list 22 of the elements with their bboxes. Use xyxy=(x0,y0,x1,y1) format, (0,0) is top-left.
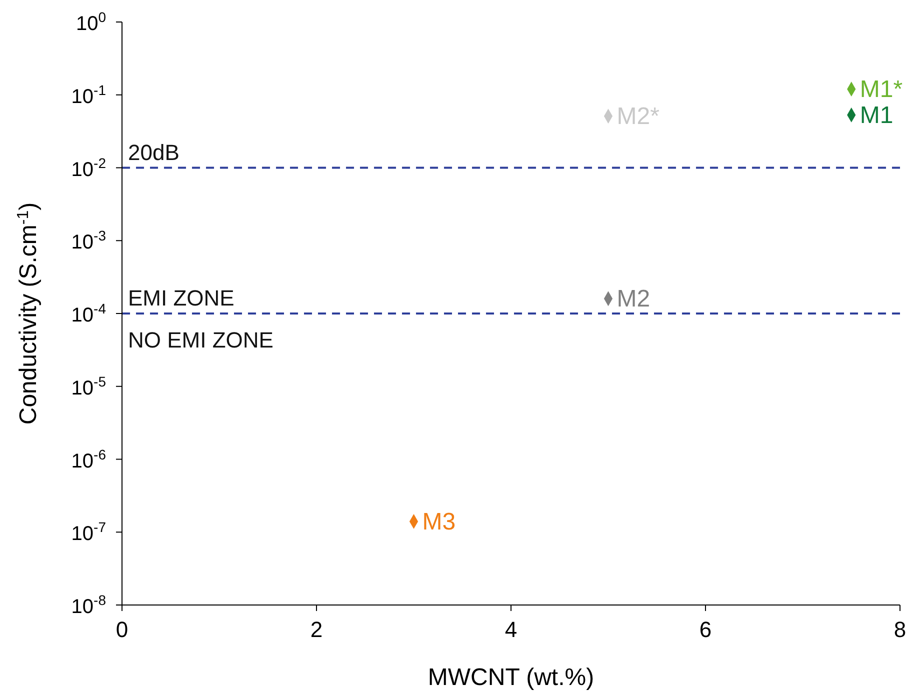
y-tick-label: 10$^{-4}$ xyxy=(71,300,106,326)
x-tick-label: 6 xyxy=(699,617,712,642)
y-tick-label: 10$^{-6}$ xyxy=(71,446,106,472)
x-tick-label: 0 xyxy=(116,617,128,642)
y-tick-label: 10$^{-5}$ xyxy=(71,373,106,400)
y-tick-label: 10$^{-2}$ xyxy=(71,154,106,181)
x-tick-label: 8 xyxy=(894,617,906,642)
y-tick-label: 10$^{-7}$ xyxy=(71,519,106,546)
y-tick-label: 10$^{-1}$ xyxy=(71,82,106,108)
series-label: M1 xyxy=(860,102,894,129)
x-tick-label: 2 xyxy=(310,617,323,642)
x-axis-title: MWCNT (wt.%) xyxy=(428,664,594,691)
series-label: M2 xyxy=(616,286,650,313)
y-tick-label: 10$^{0}$ xyxy=(76,9,106,35)
series-label: M3 xyxy=(422,508,456,536)
y-tick-label: 10$^{-8}$ xyxy=(71,592,106,618)
annotation: NO EMI ZONE xyxy=(128,328,274,352)
ref-line-label: 20dB xyxy=(128,140,180,165)
series-label: M1* xyxy=(860,76,903,104)
ref-line-label: EMI ZONE xyxy=(128,286,234,310)
y-tick-label: 10$^{-3}$ xyxy=(71,228,106,254)
x-tick-label: 4 xyxy=(504,617,518,642)
